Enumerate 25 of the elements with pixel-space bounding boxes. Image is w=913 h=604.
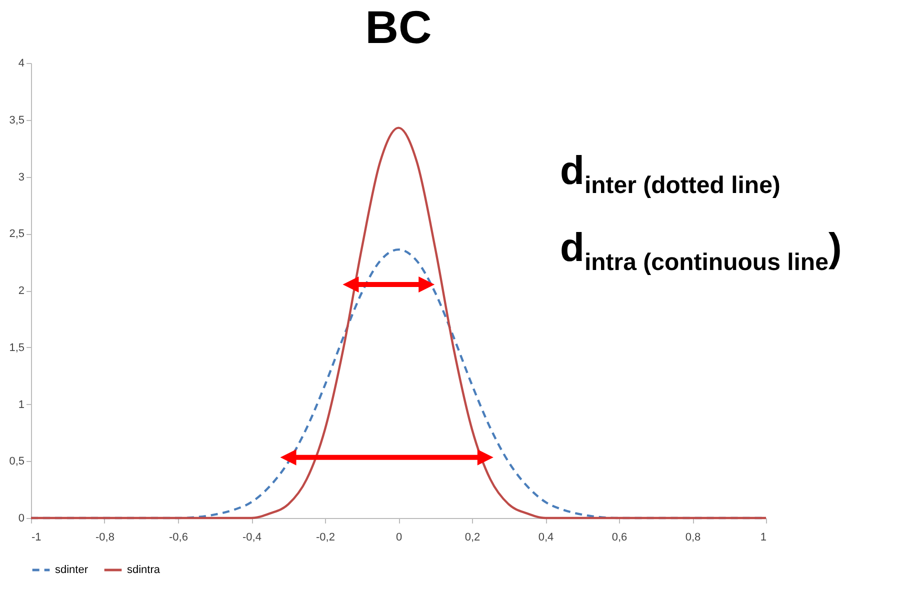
x-tick-label: -0,6 <box>169 532 188 544</box>
annotation: d$_{intra (continuous line}$) <box>560 225 842 278</box>
x-tick-label: 0 <box>396 532 402 544</box>
x-tick-label: -0,8 <box>96 532 114 544</box>
y-tick-label: 2 <box>18 285 24 297</box>
x-tick-label: 0,2 <box>464 532 480 544</box>
y-tick-label: 0 <box>18 512 24 524</box>
x-tick-label: -1 <box>32 532 42 544</box>
y-tick-label: 0,5 <box>9 456 24 468</box>
y-tick-label: 3 <box>18 171 24 184</box>
chart-title: BC <box>365 1 432 53</box>
legend-label: sdinter <box>55 564 88 576</box>
legend-label: sdintra <box>127 564 161 576</box>
annotation: d$_{inter (dotted line)}$ <box>560 148 782 201</box>
y-tick-label: 3,5 <box>9 114 24 126</box>
x-tick-label: -0,4 <box>242 532 262 544</box>
x-tick-label: 0,4 <box>538 532 554 544</box>
x-tick-label: 1 <box>760 532 766 544</box>
x-tick-label: 0,8 <box>685 532 701 544</box>
x-tick-label: -0,2 <box>316 532 335 544</box>
y-tick-label: 4 <box>18 58 24 70</box>
y-tick-label: 2,5 <box>9 228 24 240</box>
y-tick-label: 1 <box>18 398 24 411</box>
x-tick-label: 0,6 <box>612 532 628 544</box>
y-tick-label: 1,5 <box>9 342 24 354</box>
